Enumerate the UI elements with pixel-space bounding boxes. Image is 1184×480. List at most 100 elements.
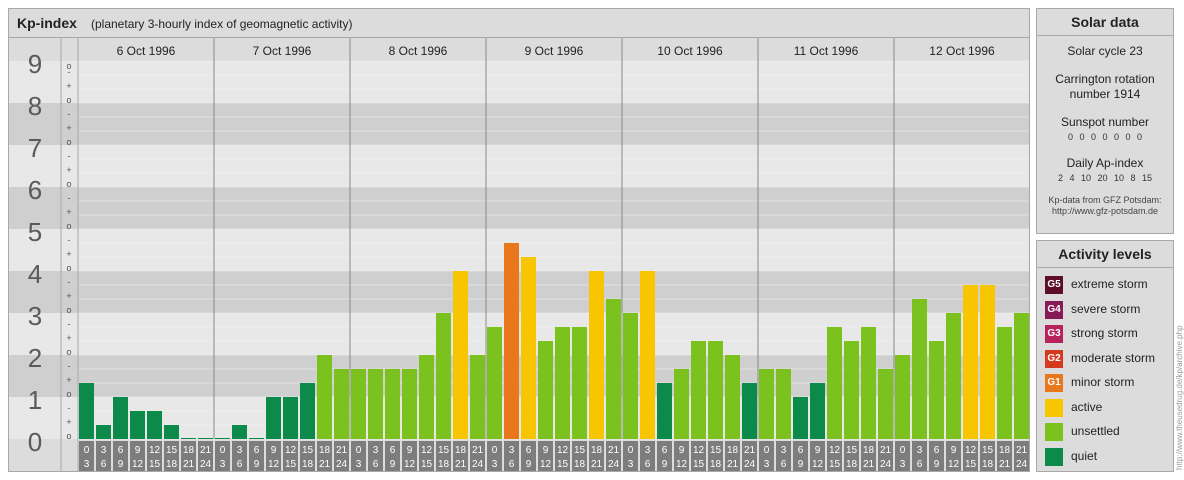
interval-cell [657,441,672,471]
interval-end-label: 6 [509,459,515,470]
interval-cell [215,441,230,471]
legend-label: active [1071,399,1103,414]
sub-band [61,271,78,313]
kp-bar [640,271,655,439]
ap-index-values: 2 4 10 20 10 8 15 [1057,173,1153,183]
interval-end-label: 24 [200,459,212,470]
interval-start-label: 15 [846,445,858,456]
interval-start-label: 6 [662,445,668,456]
interval-start-label: 0 [220,445,226,456]
day-label: 10 Oct 1996 [657,44,723,58]
legend-swatch: G1 [1045,374,1063,392]
interval-cell [334,441,349,471]
legend-label: strong storm [1071,326,1138,340]
header-strip [9,38,1029,61]
kp-bar [249,438,264,439]
interval-start-label: 6 [390,445,396,456]
interval-end-label: 24 [880,459,892,470]
interval-cell [266,441,281,471]
interval-cell [827,441,842,471]
kp-bar [674,368,689,439]
interval-cell [521,441,536,471]
interval-end-label: 15 [149,459,161,470]
kp-bar [283,397,298,439]
interval-cell [946,441,961,471]
interval-cell [963,441,978,471]
sub-tick-label: - [68,193,71,203]
interval-cell [351,441,366,471]
source-line-1: Kp-data from GFZ Potsdam: [1048,195,1162,205]
interval-start-label: 3 [509,445,515,456]
day-label: 12 Oct 1996 [929,44,995,58]
source-link[interactable]: http://www.gfz-potsdam.de [1051,206,1159,216]
interval-end-label: 6 [101,459,107,470]
kp-bar-chart: 0123456789o+-o+-o+-o+-o+-o+-o+-o+-o+-o6 … [9,38,1029,471]
sub-tick-label: + [66,123,71,133]
y-tick-label: 8 [28,91,42,121]
interval-end-label: 21 [591,459,603,470]
interval-start-label: 9 [135,445,141,456]
kp-bar [844,341,859,439]
interval-end-label: 9 [118,459,124,470]
interval-start-label: 0 [900,445,906,456]
y-band [9,61,61,103]
kp-bar [810,383,825,439]
interval-start-label: 15 [166,445,178,456]
interval-cell [895,441,910,471]
chart-subtitle: (planetary 3-hourly index of geomagnetic… [91,17,353,31]
sub-band [61,145,78,187]
kp-bar [351,368,366,439]
kp-bar [215,438,230,439]
interval-cell [878,441,893,471]
interval-end-label: 24 [608,459,620,470]
interval-cell [470,441,485,471]
interval-start-label: 12 [285,445,297,456]
archive-credit: http://www.theusedrug.de/kp/archive.php [1175,325,1184,470]
band [78,229,1029,271]
kp-bar [742,383,757,439]
interval-start-label: 3 [237,445,243,456]
kp-bar [334,368,349,439]
kp-bar [878,368,893,439]
kp-bar [470,355,485,439]
interval-cell [929,441,944,471]
kp-bar [368,368,383,439]
kp-bar [419,355,434,439]
interval-start-label: 3 [781,445,787,456]
interval-end-label: 6 [917,459,923,470]
interval-end-label: 6 [781,459,787,470]
legend-label: extreme storm [1071,277,1148,291]
legend-swatch: G4 [1045,300,1063,319]
interval-start-label: 0 [356,445,362,456]
band [78,103,1029,145]
sub-band [61,61,78,103]
kp-bar [113,397,128,439]
interval-cell [130,441,145,471]
sub-tick-label: - [68,67,71,77]
interval-cell [283,441,298,471]
kp-bar [691,341,706,439]
interval-cell [810,441,825,471]
kp-bar [759,368,774,439]
interval-start-label: 18 [455,445,467,456]
interval-end-label: 12 [948,459,960,470]
y-band [9,271,61,313]
interval-start-label: 12 [421,445,433,456]
kp-bar [725,355,740,439]
sub-tick-label: o [66,221,71,231]
sub-band [61,313,78,355]
kp-bar [164,425,179,439]
y-band [9,397,61,439]
interval-cell [504,441,519,471]
kp-bar [521,257,536,439]
legend-item-quiet: quiet [1037,445,1173,470]
y-tick-label: 3 [28,301,42,331]
y-tick-label: 7 [28,133,42,163]
interval-start-label: 0 [492,445,498,456]
sub-tick-label: o [66,179,71,189]
legend-swatch [1045,398,1063,417]
sub-tick-label: o [66,95,71,105]
chart-title-bar: Kp-index (planetary 3-hourly index of ge… [9,9,1029,38]
sub-tick-label: + [66,417,71,427]
sub-band [61,187,78,229]
